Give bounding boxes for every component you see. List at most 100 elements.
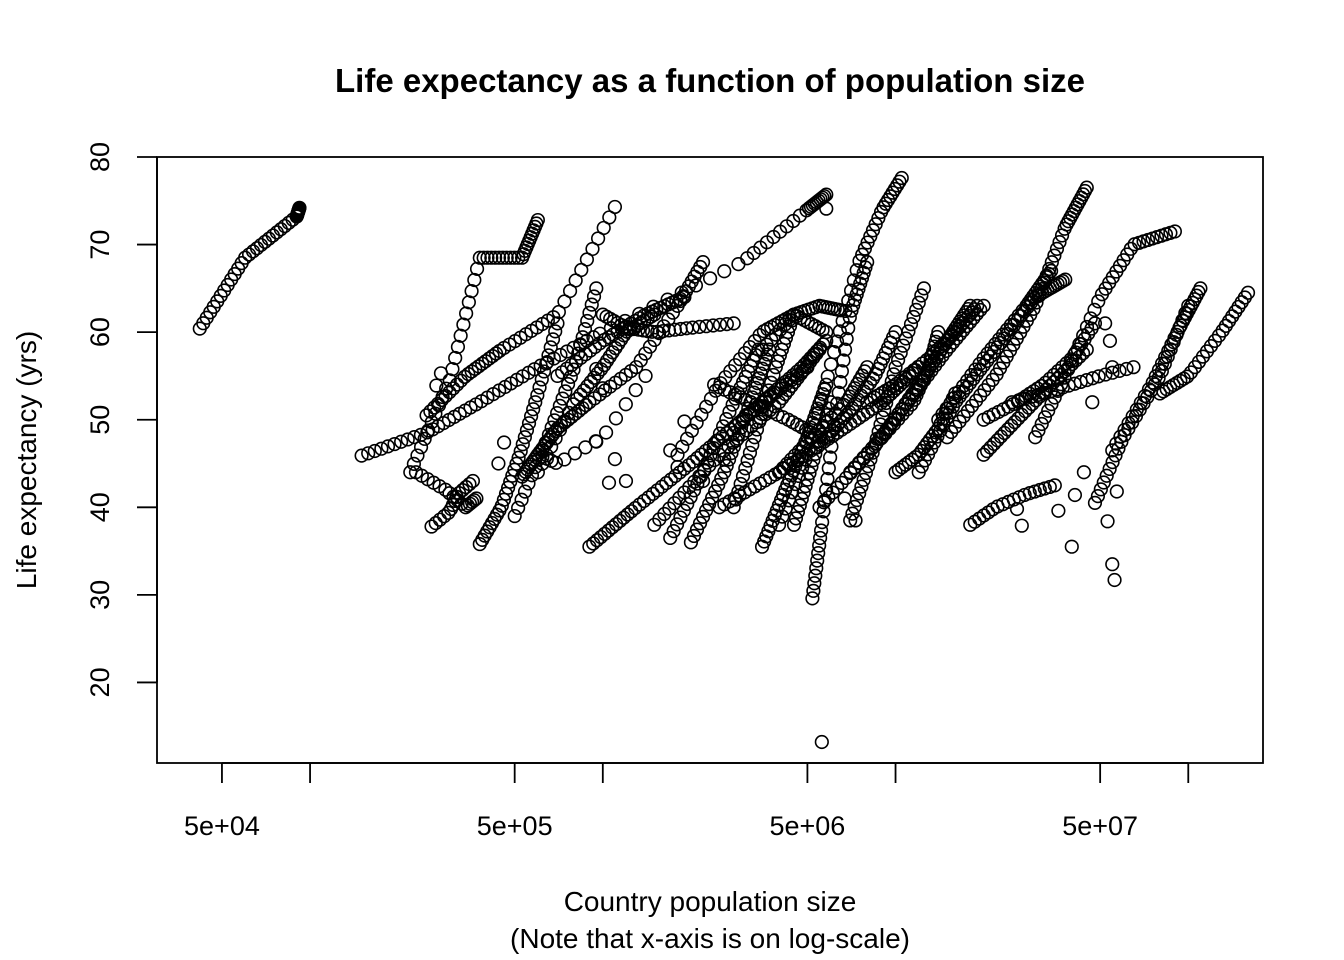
data-point bbox=[972, 511, 987, 526]
data-point bbox=[749, 422, 765, 437]
data-point bbox=[354, 448, 369, 463]
data-point bbox=[292, 200, 307, 215]
data-point bbox=[530, 465, 545, 480]
data-point bbox=[589, 533, 605, 548]
data-point bbox=[980, 346, 995, 361]
data-point bbox=[635, 323, 651, 338]
data-point bbox=[712, 426, 728, 441]
data-point bbox=[988, 336, 1003, 352]
data-point bbox=[1091, 369, 1106, 384]
y-axis: 20 30 40 50 60 70 80 bbox=[85, 142, 158, 697]
data-point bbox=[1051, 503, 1066, 518]
data-point bbox=[914, 288, 929, 303]
data-point bbox=[893, 373, 909, 388]
data-point bbox=[1003, 317, 1018, 333]
data-point bbox=[773, 322, 788, 337]
data-point bbox=[717, 452, 732, 467]
data-point bbox=[1034, 378, 1049, 394]
data-point bbox=[794, 491, 809, 507]
data-point bbox=[530, 212, 545, 228]
data-point bbox=[1037, 410, 1053, 425]
data-point bbox=[469, 491, 484, 506]
data-point bbox=[733, 476, 748, 492]
data-point bbox=[812, 500, 827, 515]
data-point bbox=[871, 388, 886, 403]
data-point bbox=[583, 374, 598, 390]
data-point bbox=[841, 293, 856, 308]
data-point bbox=[716, 443, 731, 458]
data-point bbox=[532, 380, 547, 395]
data-point bbox=[709, 433, 724, 448]
data-point bbox=[361, 446, 376, 461]
data-point bbox=[659, 476, 674, 491]
data-point bbox=[607, 452, 623, 467]
data-point bbox=[725, 435, 741, 450]
data-point bbox=[663, 530, 678, 546]
data-point bbox=[428, 516, 443, 531]
data-point bbox=[1007, 415, 1022, 430]
data-point bbox=[775, 509, 790, 524]
data-point bbox=[806, 583, 821, 598]
y-tick-label: 70 bbox=[85, 230, 115, 260]
data-point bbox=[575, 330, 590, 345]
data-point bbox=[785, 485, 800, 500]
data-point bbox=[731, 257, 746, 272]
data-point bbox=[241, 247, 257, 262]
data-point bbox=[976, 298, 991, 313]
data-point bbox=[983, 349, 998, 364]
data-point bbox=[1125, 409, 1140, 424]
data-point bbox=[993, 429, 1009, 444]
data-point bbox=[981, 505, 996, 520]
data-point bbox=[673, 510, 688, 525]
data-point bbox=[578, 440, 593, 455]
data-point bbox=[719, 458, 734, 473]
data-point bbox=[1079, 180, 1094, 195]
data-point bbox=[618, 473, 634, 489]
data-point bbox=[620, 507, 635, 522]
data-point bbox=[837, 342, 853, 357]
data-point bbox=[795, 439, 811, 455]
data-point bbox=[819, 201, 834, 216]
data-point bbox=[714, 471, 729, 486]
data-point bbox=[911, 295, 926, 310]
data-point bbox=[612, 513, 628, 529]
data-point bbox=[668, 468, 683, 484]
data-point bbox=[535, 456, 550, 471]
data-point bbox=[491, 250, 507, 265]
data-point bbox=[1009, 501, 1025, 517]
data-point bbox=[1004, 418, 1019, 433]
data-point bbox=[787, 448, 803, 463]
data-point bbox=[513, 444, 528, 459]
data-point bbox=[1109, 484, 1124, 499]
data-point bbox=[616, 510, 631, 525]
data-point bbox=[438, 482, 453, 497]
data-point bbox=[1028, 430, 1043, 445]
data-point bbox=[628, 500, 643, 516]
data-point bbox=[1067, 487, 1083, 503]
data-point bbox=[1011, 308, 1026, 323]
data-point bbox=[708, 484, 723, 499]
data-point bbox=[559, 344, 575, 359]
data-point bbox=[847, 499, 862, 514]
data-point bbox=[462, 476, 477, 492]
data-point bbox=[417, 431, 432, 446]
data-point bbox=[902, 366, 917, 381]
data-point bbox=[636, 493, 652, 509]
y-tick-label: 50 bbox=[85, 405, 115, 435]
data-point bbox=[406, 456, 421, 472]
data-point bbox=[484, 250, 499, 265]
data-point bbox=[1105, 443, 1120, 458]
data-point bbox=[1055, 360, 1070, 375]
data-point bbox=[705, 490, 720, 505]
data-point bbox=[825, 485, 840, 500]
data-point bbox=[1137, 388, 1152, 404]
data-point bbox=[856, 450, 871, 465]
data-point bbox=[1011, 411, 1026, 426]
data-point bbox=[878, 383, 893, 399]
data-point bbox=[819, 187, 834, 202]
data-point bbox=[429, 378, 444, 393]
data-point bbox=[976, 508, 991, 523]
data-point bbox=[550, 316, 565, 331]
data-point bbox=[775, 460, 791, 476]
data-point bbox=[865, 441, 880, 456]
